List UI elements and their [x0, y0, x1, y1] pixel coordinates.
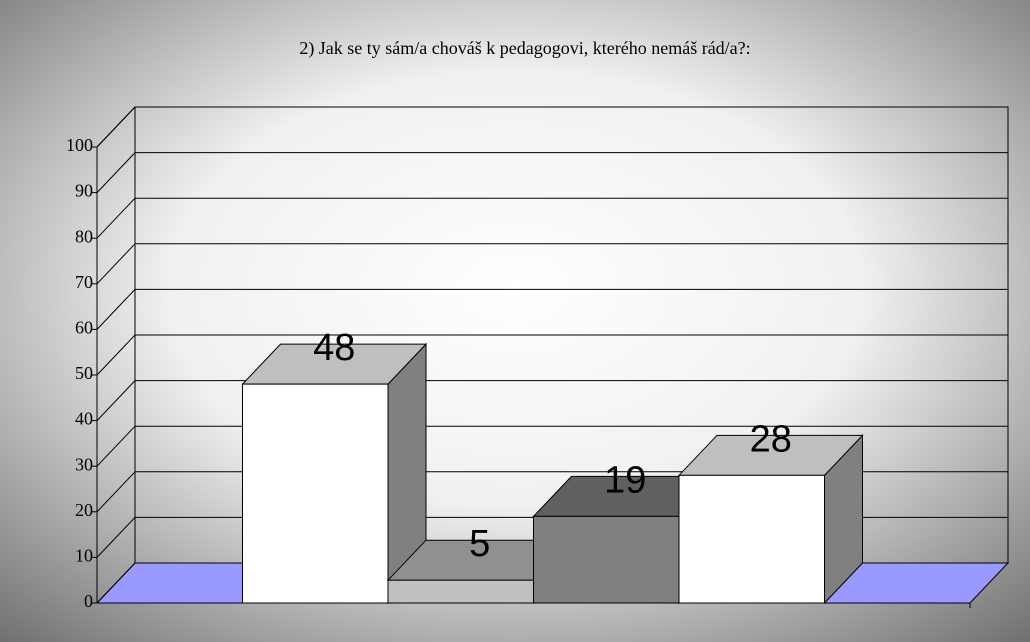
chart-title: 2) Jak se ty sám/a chováš k pedagogovi, … — [299, 38, 750, 59]
bar — [678, 474, 825, 604]
data-label: 19 — [604, 459, 646, 501]
y-tick-label: 10 — [75, 546, 93, 566]
y-tick-label: 20 — [75, 500, 93, 520]
grid-line — [96, 562, 136, 604]
y-tick-label: 40 — [75, 409, 93, 429]
bar — [242, 383, 389, 604]
y-tick-label: 70 — [75, 272, 93, 292]
grid-line — [96, 471, 136, 513]
y-tick-label: 0 — [84, 591, 93, 611]
grid-line — [96, 106, 136, 148]
data-label: 5 — [469, 523, 490, 565]
y-tick-label: 90 — [75, 181, 93, 201]
grid-line — [96, 197, 136, 239]
data-label: 28 — [750, 418, 792, 460]
grid-line — [96, 517, 136, 558]
bar — [387, 579, 534, 604]
y-tick-label: 80 — [75, 226, 93, 246]
y-tick-label: 30 — [75, 454, 93, 474]
grid-line — [96, 289, 136, 330]
grid-line — [96, 380, 136, 421]
y-tick-label: 60 — [75, 318, 93, 338]
grid-line — [96, 334, 136, 376]
data-label: 48 — [313, 327, 355, 369]
y-tick-label: 50 — [75, 363, 93, 383]
grid-line — [96, 152, 136, 193]
y-tick-label: 100 — [66, 135, 93, 155]
bar — [533, 515, 680, 604]
grid-line — [96, 425, 136, 467]
grid-line — [96, 243, 136, 285]
